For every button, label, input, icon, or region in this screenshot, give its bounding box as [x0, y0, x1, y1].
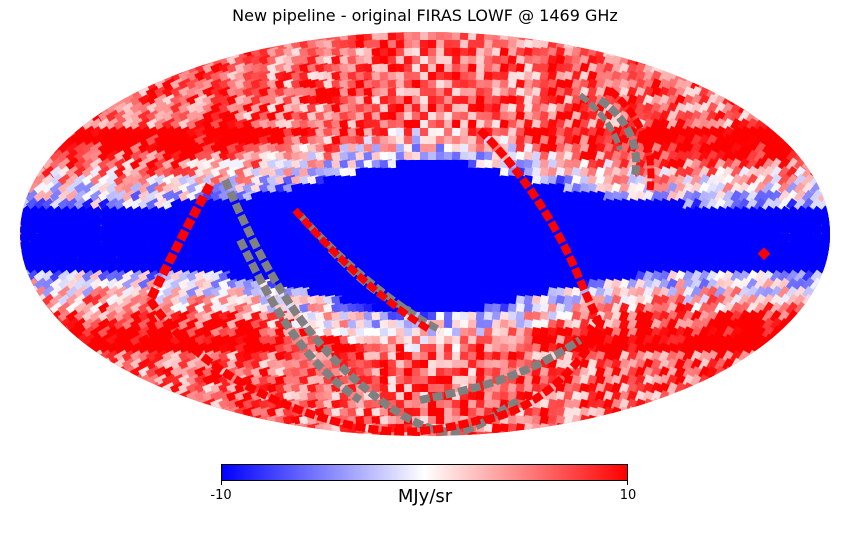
map-pixel — [697, 381, 715, 399]
map-pixel — [403, 103, 415, 115]
map-pixel — [769, 341, 786, 358]
map-pixel — [411, 79, 423, 91]
map-pixel — [825, 277, 830, 294]
colorbar — [221, 464, 628, 481]
map-pixel — [98, 110, 113, 125]
map-pixel — [825, 269, 830, 285]
map-pixel — [809, 157, 825, 173]
map-pixel — [435, 71, 447, 83]
map-pixel — [546, 422, 561, 436]
map-pixel — [427, 71, 439, 83]
map-pixel — [745, 357, 761, 373]
map-pixel — [681, 389, 699, 407]
map-pixel — [825, 261, 830, 280]
map-pixel — [705, 381, 722, 398]
colorbar-max-tick — [627, 481, 628, 485]
map-pixel — [809, 301, 826, 318]
map-pixel — [507, 431, 521, 436]
map-pixel — [578, 422, 592, 436]
map-pixel — [825, 197, 830, 215]
map-pixel — [427, 111, 439, 123]
map-pixel — [618, 414, 633, 429]
map-pixel — [121, 373, 139, 391]
map-pixel — [331, 431, 345, 436]
map-pixel — [274, 422, 288, 436]
map-pixel — [202, 406, 219, 423]
map-pixel — [427, 87, 439, 99]
map-pixel — [530, 430, 546, 436]
map-pixel — [801, 149, 817, 165]
map-pixel — [642, 406, 657, 421]
map-pixel — [674, 390, 689, 405]
map-pixel — [570, 422, 584, 436]
map-pixel — [801, 309, 817, 325]
colorbar-min-tick — [221, 481, 222, 485]
map-pixel — [435, 55, 447, 67]
map-pixel — [817, 277, 830, 293]
map-pixel — [793, 317, 810, 334]
map-pixel — [178, 398, 193, 413]
map-pixel — [586, 422, 602, 436]
map-pixel — [602, 414, 616, 428]
map-pixel — [419, 32, 431, 43]
map-pixel — [817, 173, 830, 189]
map-pixel — [754, 350, 769, 365]
map-pixel — [729, 365, 746, 382]
map-pixel — [817, 285, 830, 302]
map-pixel — [777, 333, 796, 352]
map-pixel — [737, 365, 754, 382]
map-pixel — [347, 431, 362, 436]
map-pixel — [483, 431, 498, 436]
map-pixel — [435, 119, 447, 131]
map-pixel — [146, 118, 161, 133]
map-pixel — [523, 431, 538, 436]
map-pixel — [610, 414, 624, 428]
map-pixel — [314, 430, 330, 436]
map-pixels — [20, 32, 830, 436]
map-pixel — [817, 293, 830, 312]
map-pixel — [658, 398, 673, 413]
map-pixel — [411, 103, 423, 115]
map-pixel — [307, 431, 321, 436]
map-pixel — [562, 422, 577, 436]
map-pixel — [419, 95, 431, 107]
map-pixel — [266, 422, 281, 436]
map-pixel — [690, 390, 706, 406]
map-pixel — [809, 293, 826, 310]
map-pixel — [323, 431, 336, 436]
map-pixel — [459, 71, 471, 83]
map-pixel — [137, 381, 155, 399]
map-pixel — [226, 414, 242, 430]
map-pixel — [515, 431, 529, 436]
map-pixel — [411, 71, 423, 83]
map-pixel — [785, 325, 802, 342]
map-pixel — [491, 431, 506, 436]
map-pixel — [339, 431, 354, 436]
map-pixel — [634, 406, 648, 420]
map-pixel — [539, 431, 551, 436]
map-pixel — [761, 349, 780, 368]
map-pixel — [554, 422, 570, 436]
map-pixel — [403, 79, 415, 91]
map-pixel — [499, 431, 514, 436]
map-title: New pipeline - original FIRAS LOWF @ 146… — [232, 6, 618, 25]
map-pixel — [721, 373, 738, 390]
map-pixel — [666, 398, 681, 413]
map-pixel — [234, 414, 248, 428]
map-pixel — [825, 253, 830, 270]
map-pixel — [713, 373, 731, 391]
mollweide-map — [20, 32, 830, 436]
map-pixel — [825, 189, 830, 207]
map-pixel — [626, 406, 643, 423]
colorbar-unit-label: MJy/sr — [397, 486, 453, 507]
